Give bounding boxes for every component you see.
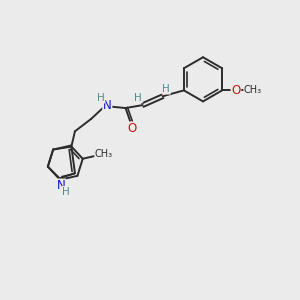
Text: N: N	[57, 179, 65, 192]
Text: CH₃: CH₃	[95, 149, 113, 159]
Text: CH₃: CH₃	[244, 85, 262, 95]
Text: H: H	[97, 93, 105, 103]
Text: N: N	[103, 99, 112, 112]
Text: H: H	[134, 93, 142, 103]
Text: O: O	[128, 122, 137, 135]
Text: O: O	[231, 84, 241, 97]
Text: H: H	[162, 84, 170, 94]
Text: H: H	[62, 187, 70, 197]
